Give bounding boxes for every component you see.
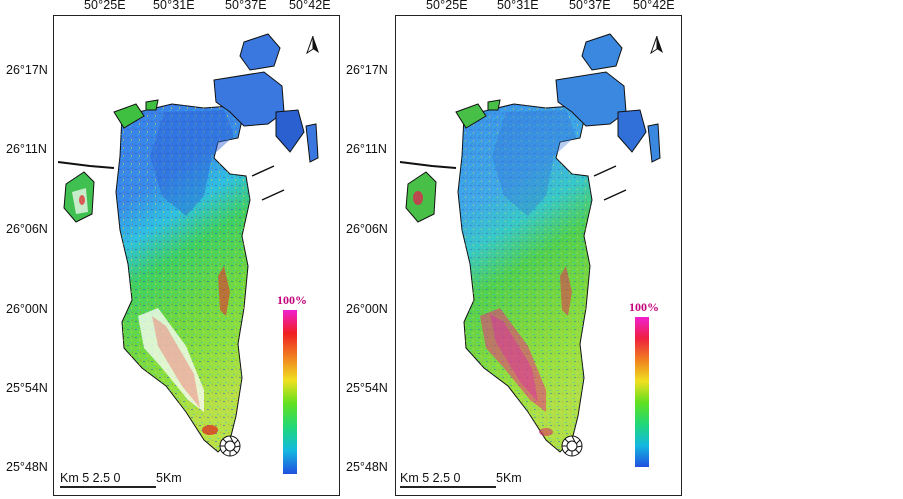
northeast-island: [213, 71, 285, 127]
scale-bar-label: Km 5 2.5 0: [60, 471, 121, 485]
lat-tick-label: 25°54N: [346, 381, 388, 395]
scale-bar-end-label: 5Km: [156, 471, 182, 485]
lon-tick-label: 50°42E: [633, 0, 675, 12]
map-panel-right: 50°25E 50°31E 50°37E 50°42E 26°17N 26°11…: [342, 0, 682, 499]
lat-tick-label: 25°48N: [6, 460, 48, 474]
lon-tick-label: 50°31E: [153, 0, 195, 12]
scale-bar-line: [60, 486, 156, 488]
legend-title: 100%: [629, 300, 659, 314]
north-arrow-icon: [650, 36, 664, 54]
island-raster: [57, 33, 319, 457]
lat-tick-label: 26°06N: [6, 222, 48, 236]
island-raster: [399, 33, 661, 457]
legend-color-bar: [635, 317, 649, 467]
map-frame: 100% Km 5 2.5 0 5Km: [53, 15, 340, 496]
lat-tick-label: 26°00N: [6, 302, 48, 316]
northeast-island: [555, 71, 627, 127]
map-frame: 100% Km 5 2.5 0 5Km: [395, 15, 682, 496]
legend-title: 100%: [277, 293, 307, 307]
lat-tick-label: 26°17N: [346, 63, 388, 77]
lat-tick-label: 25°48N: [346, 460, 388, 474]
scale-bar-end-label: 5Km: [496, 471, 522, 485]
lon-tick-label: 50°25E: [426, 0, 468, 12]
lon-tick-label: 50°25E: [84, 0, 126, 12]
lat-tick-label: 25°54N: [6, 381, 48, 395]
map-panel-left: 50°25E 50°31E 50°37E 50°42E 26°17N 26°11…: [0, 0, 340, 499]
lon-tick-label: 50°37E: [225, 0, 267, 12]
lat-tick-label: 26°00N: [346, 302, 388, 316]
rosette-island: [219, 435, 241, 457]
lat-tick-label: 26°06N: [346, 222, 388, 236]
scale-bar-label: Km 5 2.5 0: [400, 471, 461, 485]
rosette-island: [561, 435, 583, 457]
legend-color-bar: [283, 310, 297, 474]
lon-tick-label: 50°37E: [569, 0, 611, 12]
lat-tick-label: 26°11N: [6, 142, 47, 156]
lat-tick-label: 26°17N: [6, 63, 48, 77]
north-arrow-icon: [306, 36, 320, 54]
lon-tick-label: 50°31E: [497, 0, 539, 12]
lon-tick-label: 50°42E: [289, 0, 331, 12]
lat-tick-label: 26°11N: [346, 142, 387, 156]
scale-bar-line: [400, 486, 496, 488]
